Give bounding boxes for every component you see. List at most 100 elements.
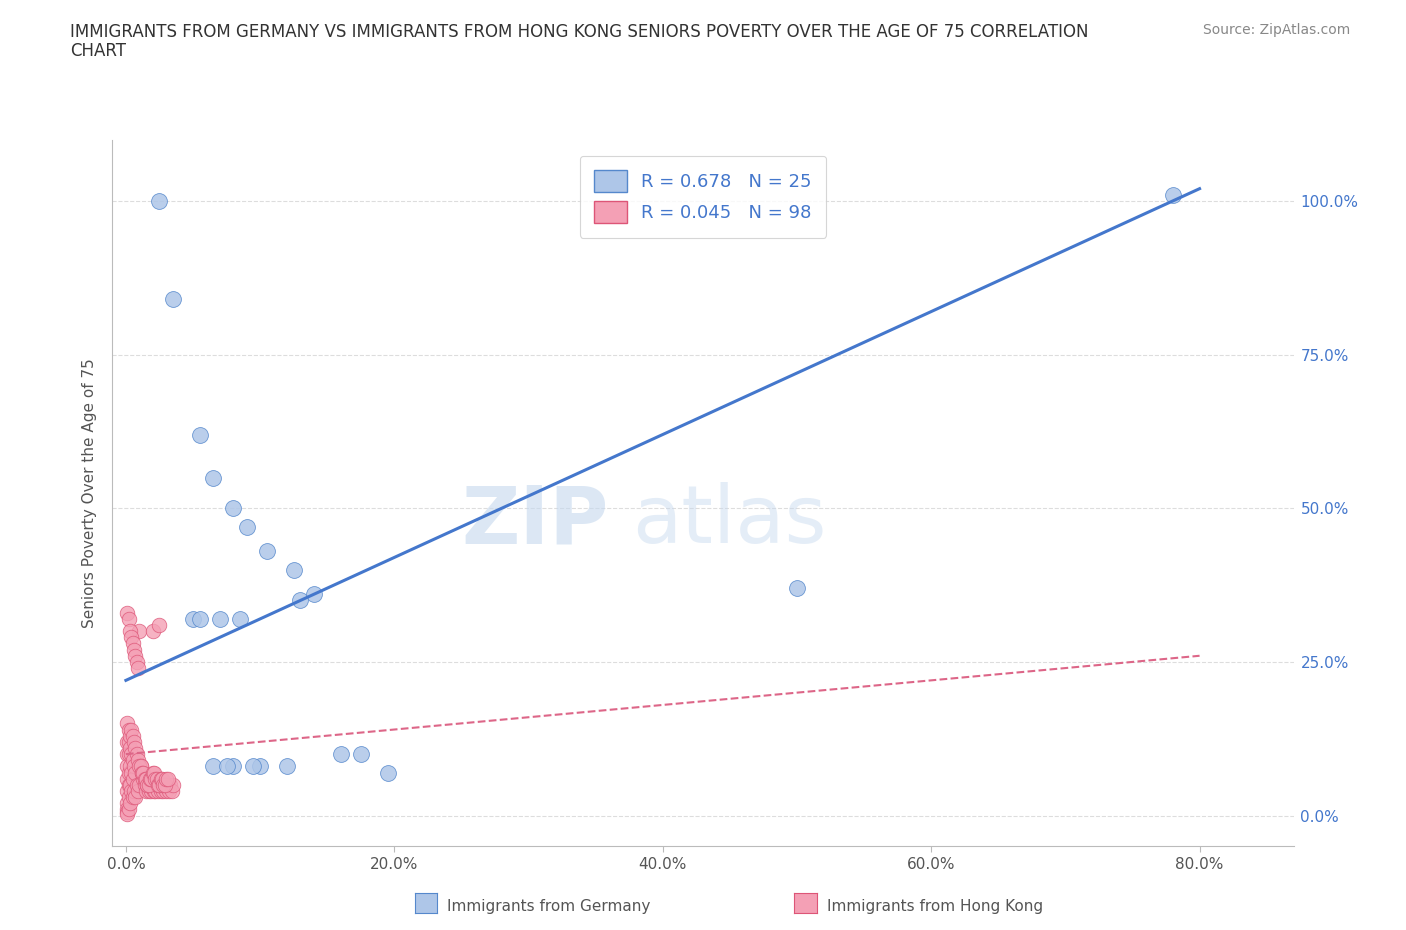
Point (121, 728, 143, 743)
Point (117, 777, 139, 792)
Point (121, 636, 143, 651)
Point (156, 777, 179, 792)
Text: Immigrants from Hong Kong: Immigrants from Hong Kong (827, 899, 1043, 914)
Point (117, 805, 138, 820)
Point (117, 722, 139, 737)
Point (1161, 187, 1184, 202)
Point (120, 765, 142, 780)
Point (134, 777, 156, 792)
Point (128, 777, 150, 792)
Point (134, 771, 156, 786)
Point (117, 759, 138, 774)
Point (145, 771, 167, 786)
Point (149, 771, 172, 786)
Point (148, 193, 170, 208)
Point (117, 747, 138, 762)
Point (121, 752, 143, 767)
Point (229, 611, 252, 626)
Point (143, 784, 166, 799)
Point (118, 624, 141, 639)
Point (150, 771, 173, 786)
Text: atlas: atlas (633, 482, 827, 560)
Point (129, 759, 152, 774)
Point (118, 740, 141, 755)
Point (215, 759, 238, 774)
Point (120, 747, 142, 762)
Point (122, 759, 145, 774)
Point (377, 765, 399, 780)
Point (129, 759, 152, 774)
Point (276, 759, 298, 774)
Point (122, 784, 145, 799)
Point (117, 790, 139, 804)
Text: Immigrants from Germany: Immigrants from Germany (447, 899, 651, 914)
Point (132, 765, 155, 780)
Point (148, 777, 170, 792)
Point (222, 759, 245, 774)
Point (188, 427, 211, 442)
Text: Source: ZipAtlas.com: Source: ZipAtlas.com (1202, 23, 1350, 37)
Point (139, 777, 162, 792)
Text: IMMIGRANTS FROM GERMANY VS IMMIGRANTS FROM HONG KONG SENIORS POVERTY OVER THE AG: IMMIGRANTS FROM GERMANY VS IMMIGRANTS FR… (70, 23, 1088, 41)
Point (139, 771, 162, 786)
Point (117, 735, 138, 750)
Point (159, 777, 181, 792)
Point (222, 501, 245, 516)
Point (117, 716, 138, 731)
Point (117, 765, 139, 780)
Point (290, 593, 312, 608)
Point (118, 777, 141, 792)
Point (208, 611, 231, 626)
Point (153, 777, 176, 792)
Point (152, 784, 174, 799)
Point (117, 747, 139, 762)
Point (162, 777, 184, 792)
Point (118, 728, 141, 743)
Point (143, 765, 166, 780)
Point (329, 747, 352, 762)
Point (181, 611, 204, 626)
Point (136, 777, 159, 792)
Point (153, 777, 176, 792)
Point (136, 777, 159, 792)
Point (155, 784, 177, 799)
Point (122, 735, 145, 750)
Point (125, 747, 148, 762)
Point (146, 784, 169, 799)
Point (131, 765, 153, 780)
Point (120, 784, 142, 799)
Point (350, 747, 373, 762)
Text: CHART: CHART (70, 42, 127, 60)
Point (202, 470, 225, 485)
Point (125, 777, 148, 792)
Point (118, 759, 141, 774)
Point (128, 759, 150, 774)
Point (152, 777, 174, 792)
Point (156, 771, 179, 786)
Point (127, 752, 149, 767)
Point (242, 759, 264, 774)
Point (256, 544, 278, 559)
Text: ZIP: ZIP (461, 482, 609, 560)
Point (149, 784, 172, 799)
Point (202, 759, 225, 774)
Point (146, 771, 169, 786)
Point (138, 777, 160, 792)
Point (142, 765, 165, 780)
Point (141, 784, 163, 799)
Point (117, 806, 138, 821)
Point (786, 580, 808, 595)
Point (235, 519, 257, 534)
Point (132, 771, 155, 786)
Point (118, 796, 141, 811)
Legend: R = 0.678   N = 25, R = 0.045   N = 98: R = 0.678 N = 25, R = 0.045 N = 98 (579, 155, 827, 237)
Point (121, 790, 143, 804)
Point (124, 765, 146, 780)
Point (117, 605, 138, 620)
Point (145, 784, 167, 799)
Point (124, 648, 146, 663)
Point (146, 777, 169, 792)
Point (141, 771, 163, 786)
Point (117, 796, 138, 811)
Point (117, 784, 138, 799)
